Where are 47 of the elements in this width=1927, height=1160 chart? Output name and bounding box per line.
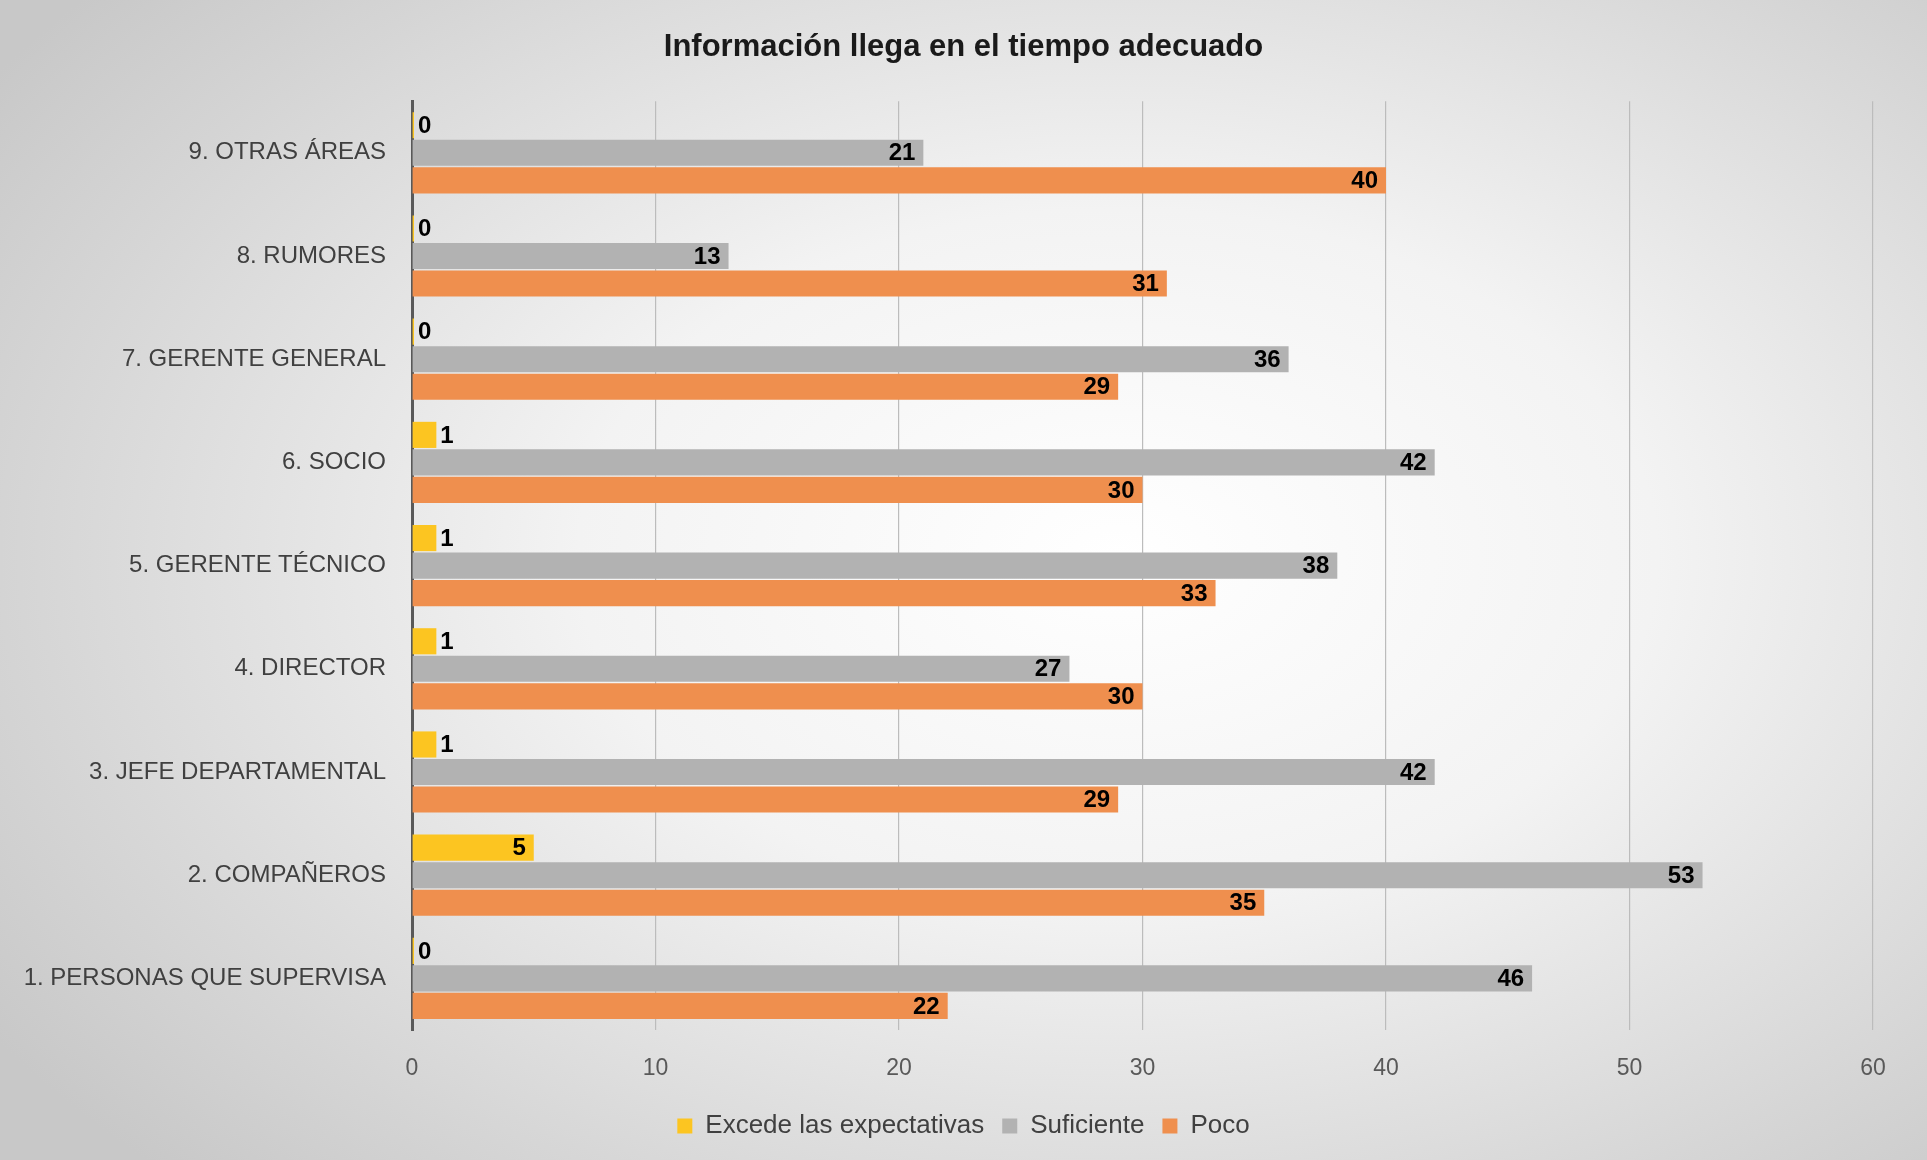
data-label: 1 bbox=[440, 730, 454, 758]
x-tick-label: 60 bbox=[1860, 1054, 1886, 1081]
data-label: 53 bbox=[1667, 860, 1695, 888]
x-tick-label: 50 bbox=[1616, 1054, 1643, 1081]
data-label: 35 bbox=[1229, 888, 1257, 916]
data-label: 0 bbox=[418, 110, 432, 138]
y-tick-label: 1. PERSONAS QUE SUPERVISA bbox=[23, 963, 386, 991]
data-label: 33 bbox=[1180, 578, 1208, 606]
data-label: 42 bbox=[1400, 757, 1427, 785]
y-tick-label: 3. JEFE DEPARTAMENTAL bbox=[89, 756, 386, 784]
data-label: 42 bbox=[1400, 448, 1427, 476]
data-label: 21 bbox=[888, 138, 916, 166]
y-tick-label: 8. RUMORES bbox=[236, 240, 386, 268]
y-tick-label: 6. SOCIO bbox=[281, 447, 386, 475]
x-tick-label: 10 bbox=[642, 1054, 669, 1081]
data-label: 40 bbox=[1351, 165, 1378, 193]
data-label: 1 bbox=[440, 523, 454, 551]
data-label: 31 bbox=[1132, 269, 1159, 297]
data-label: 29 bbox=[1083, 372, 1111, 400]
legend-label: Suficiente bbox=[1030, 1109, 1145, 1140]
data-label: 46 bbox=[1497, 964, 1525, 992]
data-label: 0 bbox=[418, 317, 432, 345]
data-label: 5 bbox=[512, 833, 526, 861]
y-tick-label: 9. OTRAS ÁREAS bbox=[188, 137, 386, 165]
x-tick-label: 40 bbox=[1373, 1054, 1399, 1081]
chart-title: Información llega en el tiempo adecuado bbox=[663, 28, 1264, 64]
data-label: 27 bbox=[1034, 654, 1062, 682]
y-tick-label: 5. GERENTE TÉCNICO bbox=[129, 550, 386, 578]
y-tick-label: 4. DIRECTOR bbox=[234, 653, 386, 681]
x-tick-label: 20 bbox=[886, 1054, 912, 1081]
y-tick-label: 7. GERENTE GENERAL bbox=[121, 343, 386, 371]
data-label: 38 bbox=[1302, 551, 1330, 579]
x-tick-label: 30 bbox=[1129, 1054, 1156, 1081]
legend-label: Poco bbox=[1190, 1109, 1250, 1140]
legend-label: Excede las expectativas bbox=[705, 1109, 985, 1140]
data-label: 29 bbox=[1083, 785, 1111, 813]
data-label: 30 bbox=[1107, 475, 1135, 503]
y-tick-label: 2. COMPAÑEROS bbox=[187, 859, 386, 887]
data-label: 36 bbox=[1253, 344, 1281, 372]
data-label: 13 bbox=[693, 241, 721, 269]
data-label: 0 bbox=[418, 214, 432, 242]
data-label: 30 bbox=[1107, 681, 1135, 709]
data-label: 0 bbox=[418, 936, 432, 964]
data-label: 1 bbox=[440, 626, 454, 654]
x-tick-label: 0 bbox=[405, 1054, 419, 1081]
data-label: 1 bbox=[440, 420, 454, 448]
data-label: 22 bbox=[913, 991, 940, 1019]
